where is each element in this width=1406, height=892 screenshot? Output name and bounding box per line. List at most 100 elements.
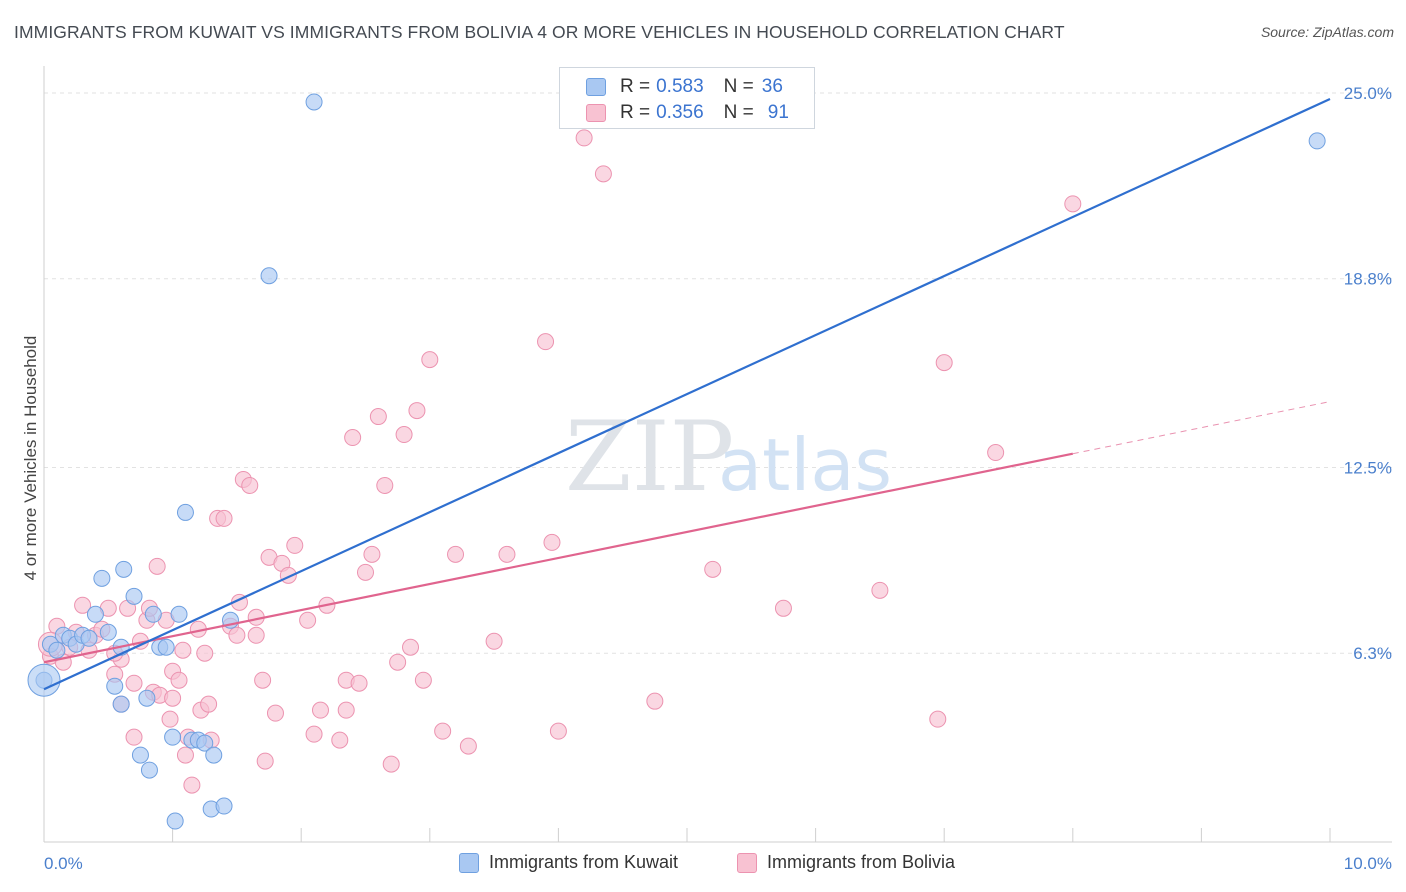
bolivia-swatch [586,104,606,122]
legend-item-kuwait[interactable]: Immigrants from Kuwait [459,852,678,873]
chart-title: IMMIGRANTS FROM KUWAIT VS IMMIGRANTS FRO… [14,22,1065,42]
bolivia-point [164,689,182,707]
series-bolivia [37,129,1082,794]
kuwait-point [138,689,156,707]
bolivia-point [1064,195,1082,213]
trend-lines [43,97,1331,691]
bolivia-point [376,476,394,494]
bolivia-point [215,509,233,527]
n-value-kuwait: 36 [761,76,783,97]
axes [43,66,1392,843]
bolivia-point [408,402,426,420]
bolivia-point [421,351,439,369]
bolivia-point [125,728,143,746]
y-tick-label: 18.8% [1344,270,1392,289]
r-value-kuwait: 0.583 [656,76,704,97]
kuwait-point [215,797,233,815]
bolivia-point [357,563,374,581]
series-kuwait [27,93,1326,830]
bolivia-point [537,333,555,351]
bolivia-point [395,426,413,444]
kuwait-point [140,761,158,779]
kuwait-cluster-point [27,663,61,697]
x-tick-min: 0.0% [44,854,83,873]
r-label: R = [620,76,651,97]
bolivia-point [987,444,1005,462]
bolivia-point [311,701,329,719]
kuwait-point [205,746,223,764]
kuwait-point [131,746,149,764]
kuwait-trend-line [43,97,1331,691]
r-value-bolivia: 0.356 [656,102,704,123]
bolivia-legend-swatch [737,852,757,873]
bolivia-point [382,755,400,773]
bolivia-point [299,611,317,629]
bolivia-point [402,638,420,656]
source-label: Source: ZipAtlas.com [1260,24,1394,40]
kuwait-point [125,587,143,605]
kuwait-point [176,503,194,521]
bolivia-point [176,746,194,764]
kuwait-point [166,812,184,830]
kuwait-point [196,734,214,752]
kuwait-point [86,605,104,623]
n-label: N = [723,102,754,123]
bolivia-point [241,476,259,494]
bolivia-point [174,641,192,659]
bolivia-point [247,626,265,644]
kuwait-point [144,605,162,623]
bolivia-point [485,632,503,650]
bolivia-point [369,408,387,426]
bolivia-point [228,626,246,644]
kuwait-point [157,638,175,656]
bolivia-point [254,671,272,689]
x-tick-max: 10.0% [1344,854,1392,873]
bolivia-point [389,653,407,671]
n-value-bolivia: 91 [767,102,789,123]
kuwait-point [112,695,130,713]
kuwait-point [115,560,133,578]
bolivia-point [266,704,284,722]
bolivia-point [196,644,214,662]
bolivia-point [498,545,516,563]
kuwait-legend-label: Immigrants from Kuwait [489,852,679,872]
watermark-atlas: atlas [718,423,892,507]
bolivia-point [774,599,792,617]
kuwait-legend-swatch [459,852,479,873]
bolivia-point [200,695,218,713]
kuwait-point [1308,132,1326,150]
bolivia-trend-line [43,452,1074,664]
kuwait-point [48,641,66,659]
bolivia-point [646,692,664,710]
y-tick-label: 6.3% [1353,644,1392,663]
y-tick-labels: 6.3% 12.5% 18.8% 25.0% [1344,84,1392,663]
bolivia-point [363,545,381,563]
series-legend: Immigrants from Kuwait Immigrants from B… [0,852,1406,878]
bolivia-point [350,674,368,692]
bolivia-point [170,671,188,689]
legend-item-bolivia[interactable]: Immigrants from Bolivia [737,852,955,873]
bolivia-point [935,354,953,372]
y-axis-title: 4 or more Vehicles in Household [21,336,40,581]
kuwait-point [99,623,117,641]
bolivia-point [414,671,432,689]
legend-row-bolivia: R = 0.356 N = 91 [586,101,789,125]
legend-row-kuwait: R = 0.583 N = 36 [586,75,783,99]
bolivia-point [871,581,889,599]
bolivia-point [549,722,567,740]
y-tick-label: 12.5% [1344,458,1392,477]
kuwait-point [106,677,124,695]
correlation-legend: R = 0.583 N = 36 R = 0.356 N = 91 [559,67,815,129]
bolivia-point [434,722,452,740]
bolivia-point [575,129,593,147]
bolivia-point [594,165,612,183]
kuwait-point [305,93,323,111]
bolivia-point [183,776,201,794]
watermark-zip: ZIP [565,401,734,513]
bolivia-point [459,737,477,755]
bolivia-point [286,536,304,554]
bolivia-point [161,710,179,728]
bolivia-point [74,596,92,614]
y-tick-label: 25.0% [1344,84,1392,103]
